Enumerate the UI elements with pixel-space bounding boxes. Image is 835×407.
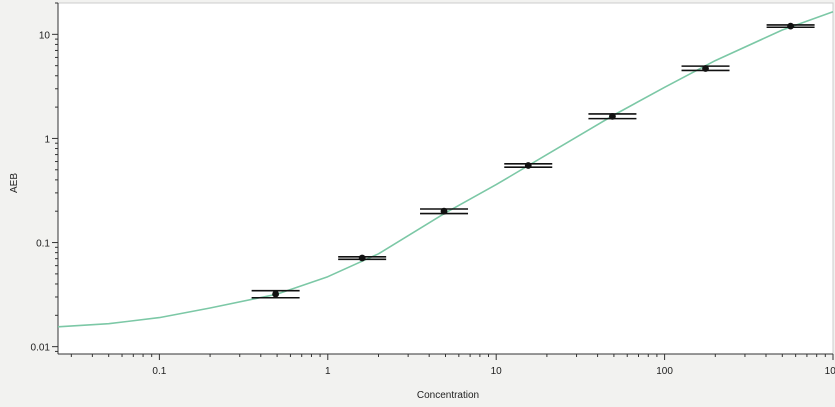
plot-background: [57, 2, 834, 355]
x-tick-label: 0.1: [152, 366, 166, 377]
x-tick-label: 10: [491, 366, 503, 377]
x-axis-title: Concentration: [417, 390, 479, 401]
data-point: [702, 65, 709, 72]
y-tick-label: 0.01: [31, 343, 51, 354]
data-point: [524, 162, 532, 169]
data-point: [609, 112, 616, 120]
y-axis-title: AEB: [9, 173, 20, 193]
data-points-group: [251, 22, 815, 299]
data-point: [787, 22, 794, 30]
x-tick-label: 1: [325, 366, 331, 377]
y-tick-label: 1: [44, 134, 50, 145]
y-axis: 0.01 0.1 1 10: [31, 2, 59, 354]
x-tick-label: 100: [825, 366, 835, 377]
y-tick-label: 0.1: [36, 239, 50, 250]
data-point: [358, 254, 366, 262]
data-point: [440, 207, 448, 215]
data-point: [272, 290, 280, 298]
x-tick-label: 100: [656, 366, 673, 377]
x-axis: 0.1 1 10 100 100: [58, 353, 835, 377]
y-tick-label: 10: [39, 30, 51, 41]
